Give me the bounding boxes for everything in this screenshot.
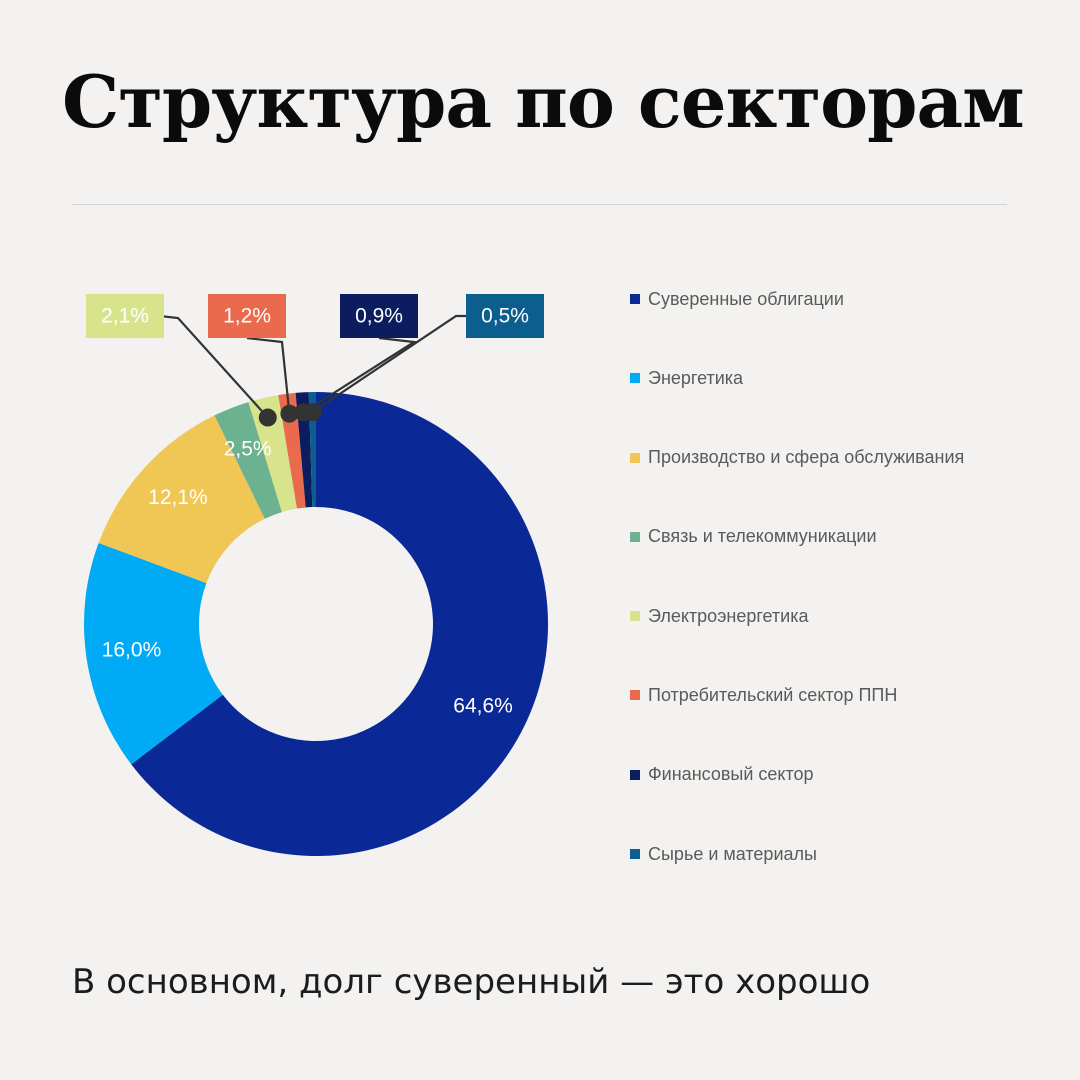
leader-line-8 [312,314,466,413]
legend-item-5: Электроэнергетика [630,601,964,631]
legend-swatch [630,611,640,622]
leader-line-6 [246,336,291,414]
legend-item-4: Связь и телекоммуникации [630,522,964,552]
data-label-1: 64,6% [453,694,513,717]
leader-line-7 [302,336,418,414]
legend-label: Электроэнергетика [648,605,809,626]
legend-swatch [630,769,640,780]
data-label-3: 12,1% [148,486,208,509]
page-title: Структура по секторам [62,59,1025,144]
legend-label: Потребительский сектор ППН [648,684,898,705]
data-label-6: 1,2% [223,305,271,328]
legend-label: Финансовый сектор [648,764,814,785]
chart-legend: Суверенные облигации Энергетика Производст… [630,284,964,918]
legend-label: Суверенные облигации [648,288,844,309]
title-divider [72,204,1007,205]
legend-label: Энергетика [648,367,744,388]
donut-slice-7 [295,392,313,508]
leader-line-5 [159,314,269,419]
donut-slice-1 [131,392,549,857]
legend-item-8: Сырье и материалы [630,839,964,869]
legend-swatch [630,531,640,542]
data-label-2: 16,0% [102,639,162,662]
donut-slice-5 [248,395,297,513]
donut-slice-6 [278,392,306,509]
data-label-8: 0,5% [481,305,529,328]
legend-item-1: Суверенные облигации [630,284,964,314]
legend-item-7: Финансовый сектор [630,760,964,790]
subtitle: В основном, долг суверенный — это хорошо [72,962,871,1002]
legend-item-6: Потребительский сектор ППН [630,680,964,710]
callout-box-6 [208,294,286,338]
data-label-4: 2,5% [224,437,272,460]
legend-swatch [630,294,640,304]
leader-dot-6 [280,404,299,423]
legend-item-3: Производство и сфера обслуживания [630,443,964,473]
data-label-7: 0,9% [355,305,403,328]
legend-swatch [630,452,640,463]
donut-slice-2 [84,542,223,765]
legend-label: Сырье и материалы [648,843,817,864]
callout-box-8 [466,294,544,338]
callout-box-5 [86,294,164,338]
legend-swatch [630,849,640,860]
legend-swatch [630,373,640,384]
legend-item-2: Энергетика [630,363,964,393]
donut-slice-4 [214,402,282,519]
donut-slice-3 [98,415,265,584]
callout-box-7 [340,294,418,338]
legend-label: Связь и телекоммуникации [648,526,877,547]
legend-swatch [630,690,640,701]
leader-dot-8 [303,403,322,422]
data-label-5: 2,1% [101,305,149,328]
leader-dot-5 [258,408,277,427]
legend-label: Производство и сфера обслуживания [648,447,965,468]
